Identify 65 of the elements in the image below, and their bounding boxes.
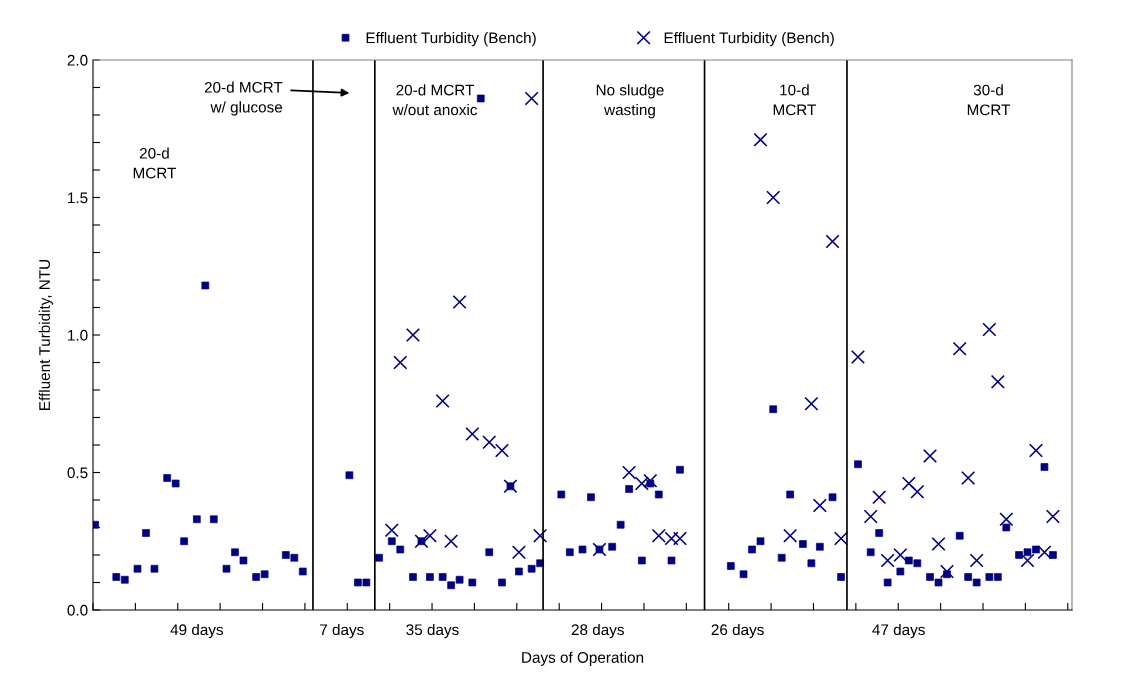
point [643,473,658,488]
point [672,531,688,546]
point [850,349,866,365]
text: 26 days [711,623,764,639]
point [922,448,938,464]
point [990,374,1005,389]
point [393,355,408,370]
point [444,534,459,549]
point [952,341,967,356]
point [969,553,984,568]
point [384,523,399,538]
point [524,91,539,106]
point [452,294,467,310]
point [804,396,819,411]
point [766,190,781,205]
text: 47 days [872,623,925,639]
point [961,470,976,486]
annotation: 30-d MCRT [967,84,1011,116]
text: 49 days [170,623,224,639]
point [999,512,1014,527]
annotation: 20-d MCRT [133,147,177,179]
legend-label: Effluent Turbidity (Bench) [664,32,834,47]
point [901,476,916,491]
point [405,327,421,343]
y-tick-label: 0.5 [67,467,88,479]
point [634,476,649,491]
annotation: 20-d MCRT w/ glucose [204,81,283,116]
y-tick-label: 0.0 [67,604,88,616]
x-axis-title: Days of Operation [522,651,644,666]
point [939,564,955,579]
annotation: No sludge wasting [596,84,664,119]
text: 28 days [571,623,624,639]
point [863,509,878,524]
legend-label: Effluent Turbidity (Bench) [366,32,536,47]
point [435,393,450,409]
point [825,234,840,249]
point [982,322,997,337]
point [753,132,768,147]
point [812,498,827,513]
point [931,536,946,552]
text: 7 days [320,623,364,639]
point [1028,443,1044,458]
point [465,426,480,442]
point [880,553,895,568]
point [910,484,925,499]
y-axis-title: Effluent Turbidity, NTU [38,260,54,410]
point [833,531,849,546]
point [1020,553,1035,568]
point [783,528,798,543]
annotation: 20-d MCRT w/out anoxic [392,84,478,116]
point [533,528,548,543]
y-tick-label: 1.5 [68,192,88,204]
point [511,545,527,560]
text: 35 days [406,623,459,639]
point [1037,545,1052,560]
point [1045,509,1061,524]
y-tick-label: 1.0 [68,329,88,341]
point [872,490,887,505]
point [422,528,438,543]
y-tick-label: 2.0 [67,54,88,66]
point [622,465,637,480]
point [494,443,510,458]
point [482,435,497,450]
annotation: 10-d MCRT [773,84,816,116]
point [893,547,908,563]
